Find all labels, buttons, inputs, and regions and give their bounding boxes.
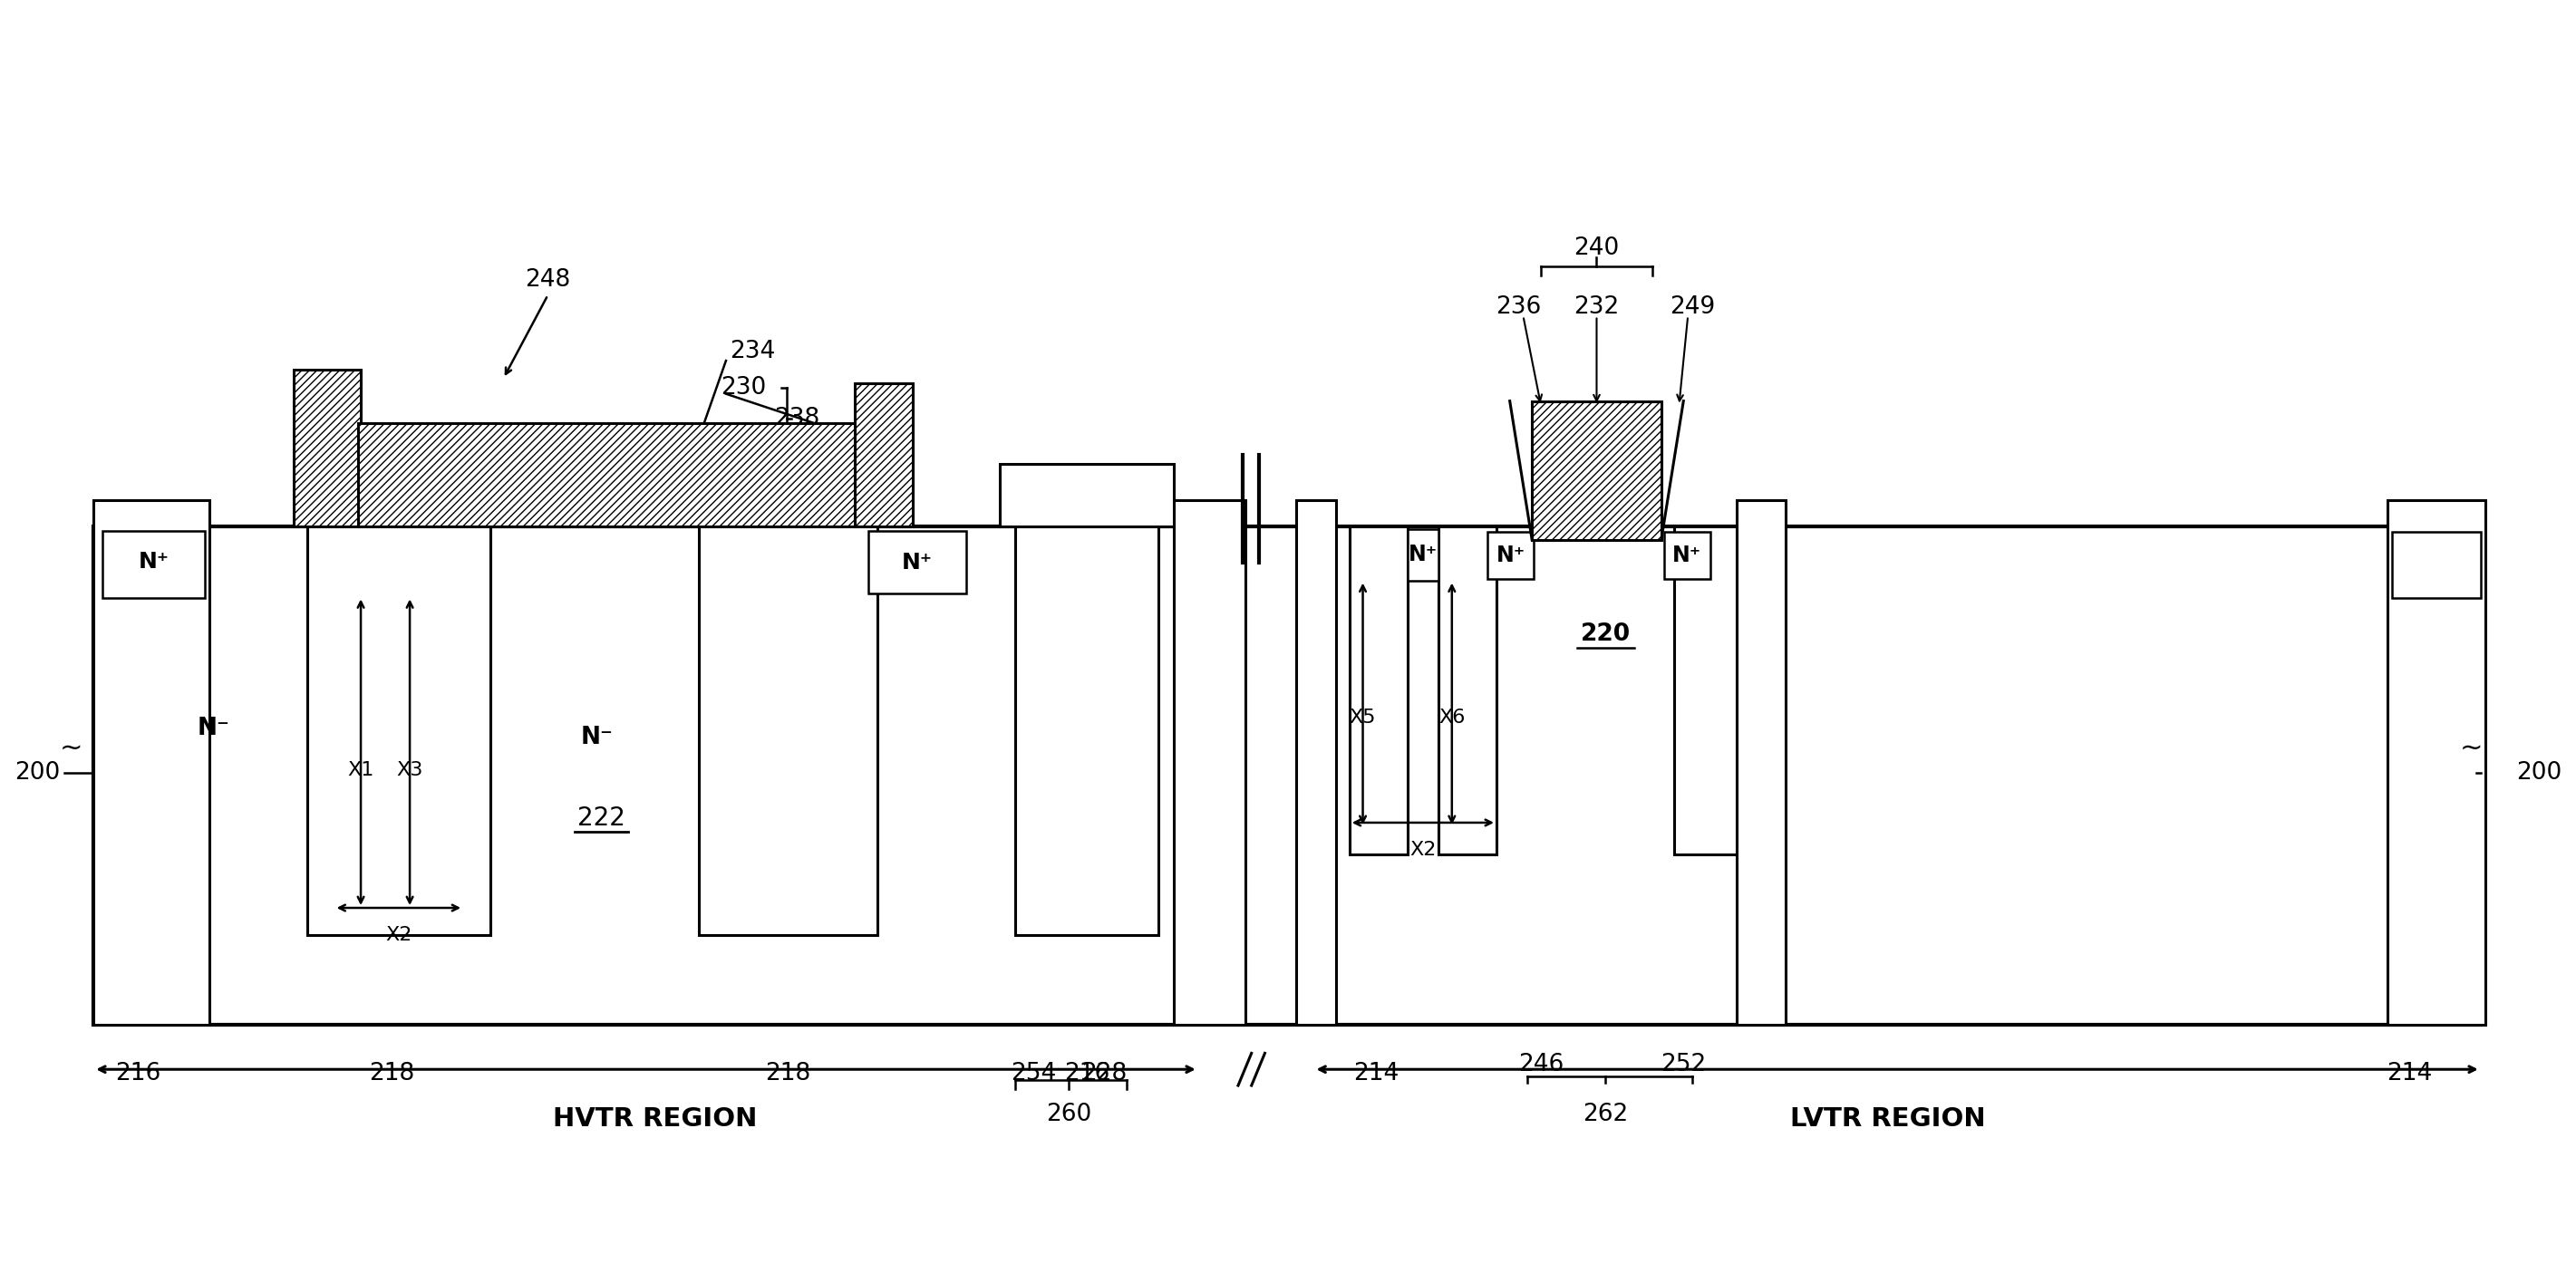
Bar (307, 527, 489, 934)
Bar (93, 500, 209, 1025)
Text: 216: 216 (116, 1062, 160, 1086)
Text: 248: 248 (526, 269, 572, 292)
Text: 230: 230 (721, 376, 768, 400)
Text: N⁺: N⁺ (1409, 544, 1437, 565)
Bar (868, 531, 966, 594)
Text: N⁺: N⁺ (1497, 545, 1525, 566)
Text: ~: ~ (59, 735, 82, 761)
Text: 254: 254 (1010, 1062, 1056, 1086)
Text: 222: 222 (577, 806, 626, 831)
Bar (1406, 530, 1437, 580)
Text: X5: X5 (1350, 708, 1376, 727)
Bar (1486, 532, 1533, 579)
Bar (294, 369, 361, 527)
Text: 214: 214 (1352, 1062, 1399, 1086)
Text: 228: 228 (1082, 1062, 1128, 1086)
Text: X3: X3 (397, 761, 422, 779)
Bar (1736, 500, 1785, 1025)
Text: N⁻: N⁻ (580, 726, 613, 750)
Bar (1296, 500, 1337, 1025)
Text: 200: 200 (15, 761, 59, 785)
Bar (1664, 532, 1710, 579)
Text: 220: 220 (1582, 622, 1631, 645)
Bar (2388, 500, 2486, 1025)
Text: X2: X2 (386, 925, 412, 943)
Text: 262: 262 (1582, 1102, 1628, 1127)
Bar (855, 383, 912, 527)
Text: 218: 218 (368, 1062, 415, 1086)
Text: X1: X1 (348, 761, 374, 779)
Text: HVTR REGION: HVTR REGION (554, 1106, 757, 1132)
Text: 234: 234 (729, 340, 775, 364)
Text: 218: 218 (765, 1062, 811, 1086)
Text: 260: 260 (1046, 1102, 1092, 1127)
Bar (698, 527, 878, 934)
Bar (1175, 500, 1244, 1025)
Text: 252: 252 (1662, 1053, 1705, 1077)
Text: 249: 249 (1669, 295, 1716, 318)
Bar (1350, 527, 1406, 854)
Text: 214: 214 (2385, 1062, 2432, 1086)
Text: 232: 232 (1574, 295, 1620, 318)
Text: N⁺: N⁺ (1672, 545, 1703, 566)
Text: N⁺: N⁺ (139, 551, 170, 573)
Text: 216: 216 (1064, 1062, 1110, 1086)
Bar (1533, 401, 1662, 540)
Text: N⁺: N⁺ (902, 551, 933, 573)
Bar (2391, 532, 2481, 598)
Text: N⁻: N⁻ (198, 717, 229, 740)
Bar (358, 424, 858, 527)
Text: ~: ~ (2460, 735, 2483, 761)
Text: 246: 246 (1517, 1053, 1564, 1077)
Bar (93, 527, 2481, 1025)
Text: 200: 200 (2517, 761, 2561, 785)
Text: 236: 236 (1497, 295, 1540, 318)
Bar (1015, 527, 1159, 934)
Text: X6: X6 (1437, 708, 1466, 727)
Text: X2: X2 (1409, 840, 1437, 858)
Text: LVTR REGION: LVTR REGION (1790, 1106, 1986, 1132)
Text: 238: 238 (775, 407, 819, 430)
Bar (1674, 527, 1736, 854)
Text: 240: 240 (1574, 237, 1620, 260)
Bar (103, 531, 206, 598)
Bar (999, 463, 1175, 527)
Bar (1437, 527, 1497, 854)
